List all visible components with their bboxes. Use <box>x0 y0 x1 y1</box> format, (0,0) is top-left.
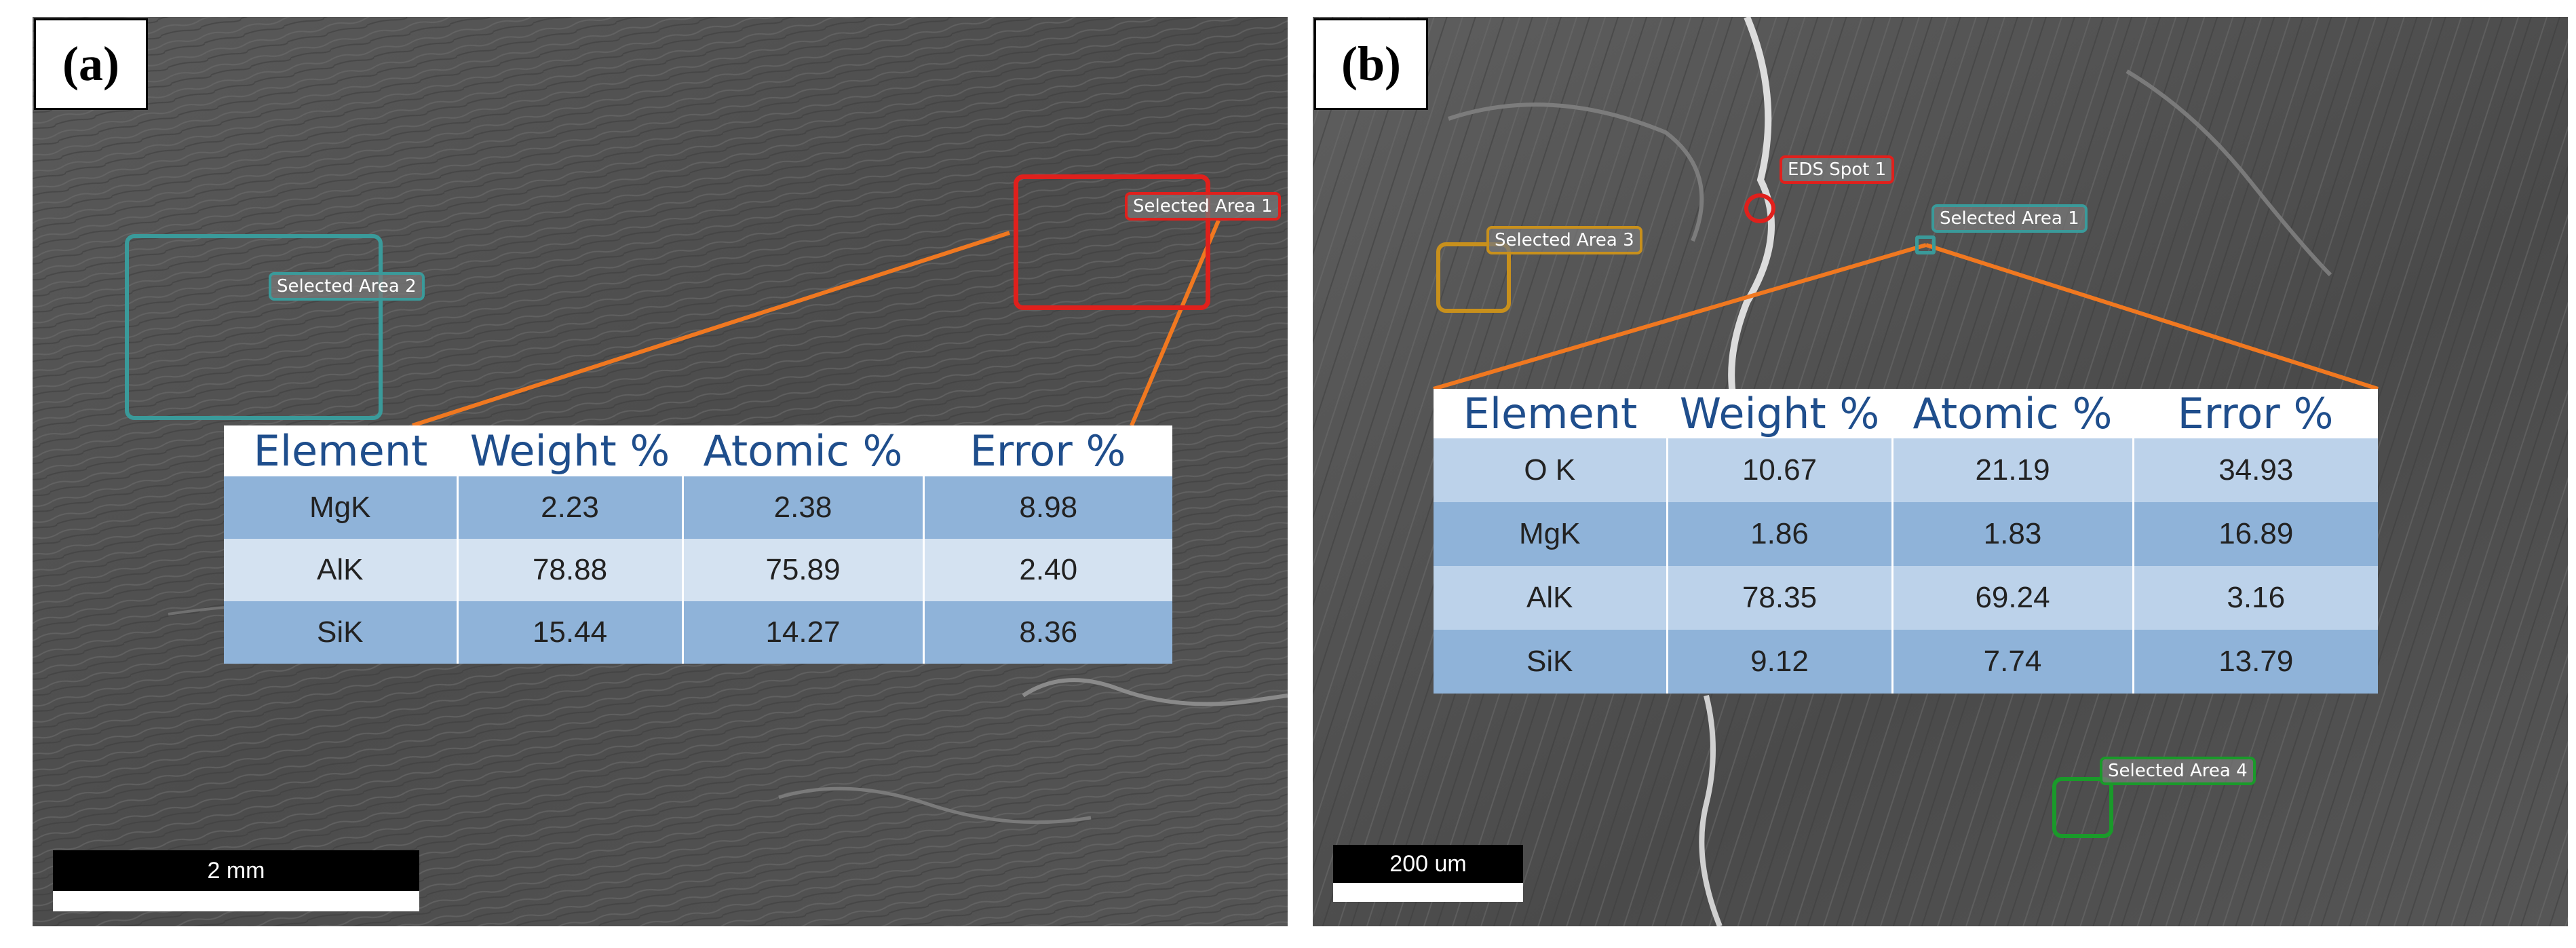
table-row: MgK 2.23 2.38 8.98 <box>224 476 1172 539</box>
selected-area-1-label: Selected Area 1 <box>1125 192 1281 221</box>
selected-area-1-label: Selected Area 1 <box>1931 204 2088 233</box>
selected-area-2-box <box>125 234 383 420</box>
table-cell: 78.88 <box>457 539 684 601</box>
table-cell: AlK <box>1434 566 1668 630</box>
table-cell: 2.23 <box>457 476 684 539</box>
header-error: Error % <box>2133 389 2378 438</box>
table-cell: 69.24 <box>1892 566 2134 630</box>
panel-label: (b) <box>1314 18 1428 110</box>
selected-area-2-label: Selected Area 2 <box>269 272 425 301</box>
header-atomic: Atomic % <box>1892 389 2133 438</box>
table-cell: 14.27 <box>683 601 925 664</box>
table-cell: SiK <box>224 601 459 664</box>
eds-table-b: Element Weight % Atomic % Error % O K 10… <box>1434 389 2378 694</box>
eds-spot-1-label: EDS Spot 1 <box>1780 155 1895 184</box>
sem-panel-b: (b) EDS Spot 1 Selected Area 1 Selected … <box>1313 17 2568 926</box>
table-cell: 75.89 <box>683 539 925 601</box>
scale-bar-label: 200 um <box>1333 845 1523 883</box>
header-element: Element <box>1434 389 1667 438</box>
table-cell: 78.35 <box>1667 566 1893 630</box>
leader-lines-b <box>1433 243 2379 391</box>
table-row: SiK 15.44 14.27 8.36 <box>224 601 1172 664</box>
table-cell: 2.40 <box>923 539 1172 601</box>
header-error: Error % <box>923 425 1172 476</box>
selected-area-1-box <box>1915 235 1936 254</box>
table-cell: 2.38 <box>683 476 925 539</box>
eds-table-a: Element Weight % Atomic % Error % MgK 2.… <box>224 425 1172 664</box>
table-row: SiK 9.12 7.74 13.79 <box>1434 630 2378 694</box>
table-cell: 9.12 <box>1667 630 1893 694</box>
scale-bar-base <box>1333 883 1523 902</box>
table-cell: MgK <box>1434 502 1668 566</box>
table-cell: SiK <box>1434 630 1668 694</box>
table-cell: 8.36 <box>923 601 1172 664</box>
table-cell: 1.83 <box>1892 502 2134 566</box>
eds-spot-1-marker <box>1744 193 1775 223</box>
scale-bar-base <box>53 891 419 911</box>
table-cell: 3.16 <box>2133 566 2378 630</box>
sem-panel-a: (a) Selected Area 1 Selected Area 2 Elem… <box>33 17 1288 926</box>
table-cell: 15.44 <box>457 601 684 664</box>
scale-bar-a: 2 mm <box>53 850 419 911</box>
header-element: Element <box>224 425 457 476</box>
table-cell: 1.86 <box>1667 502 1893 566</box>
header-weight: Weight % <box>457 425 683 476</box>
table-cell: 7.74 <box>1892 630 2134 694</box>
table-cell: AlK <box>224 539 459 601</box>
table-cell: 10.67 <box>1667 438 1893 502</box>
scale-bar-b: 200 um <box>1333 845 1523 902</box>
table-cell: 8.98 <box>923 476 1172 539</box>
table-cell: O K <box>1434 438 1668 502</box>
table-row: AlK 78.35 69.24 3.16 <box>1434 566 2378 630</box>
panel-label: (a) <box>34 18 148 110</box>
table-cell: 16.89 <box>2133 502 2378 566</box>
table-cell: 34.93 <box>2133 438 2378 502</box>
table-cell: 21.19 <box>1892 438 2134 502</box>
table-row: O K 10.67 21.19 34.93 <box>1434 438 2378 502</box>
selected-area-4-label: Selected Area 4 <box>2100 757 2256 785</box>
table-cell: MgK <box>224 476 459 539</box>
selected-area-4-box <box>2052 777 2113 838</box>
scale-bar-label: 2 mm <box>53 850 419 891</box>
leader-lines-a <box>412 219 1220 428</box>
table-cell: 13.79 <box>2133 630 2378 694</box>
selected-area-3-label: Selected Area 3 <box>1486 226 1642 254</box>
table-row: AlK 78.88 75.89 2.40 <box>224 539 1172 601</box>
selected-area-1-box <box>1014 174 1210 310</box>
header-atomic: Atomic % <box>683 425 923 476</box>
table-row: MgK 1.86 1.83 16.89 <box>1434 502 2378 566</box>
selected-area-3-box <box>1436 242 1511 313</box>
header-weight: Weight % <box>1667 389 1892 438</box>
